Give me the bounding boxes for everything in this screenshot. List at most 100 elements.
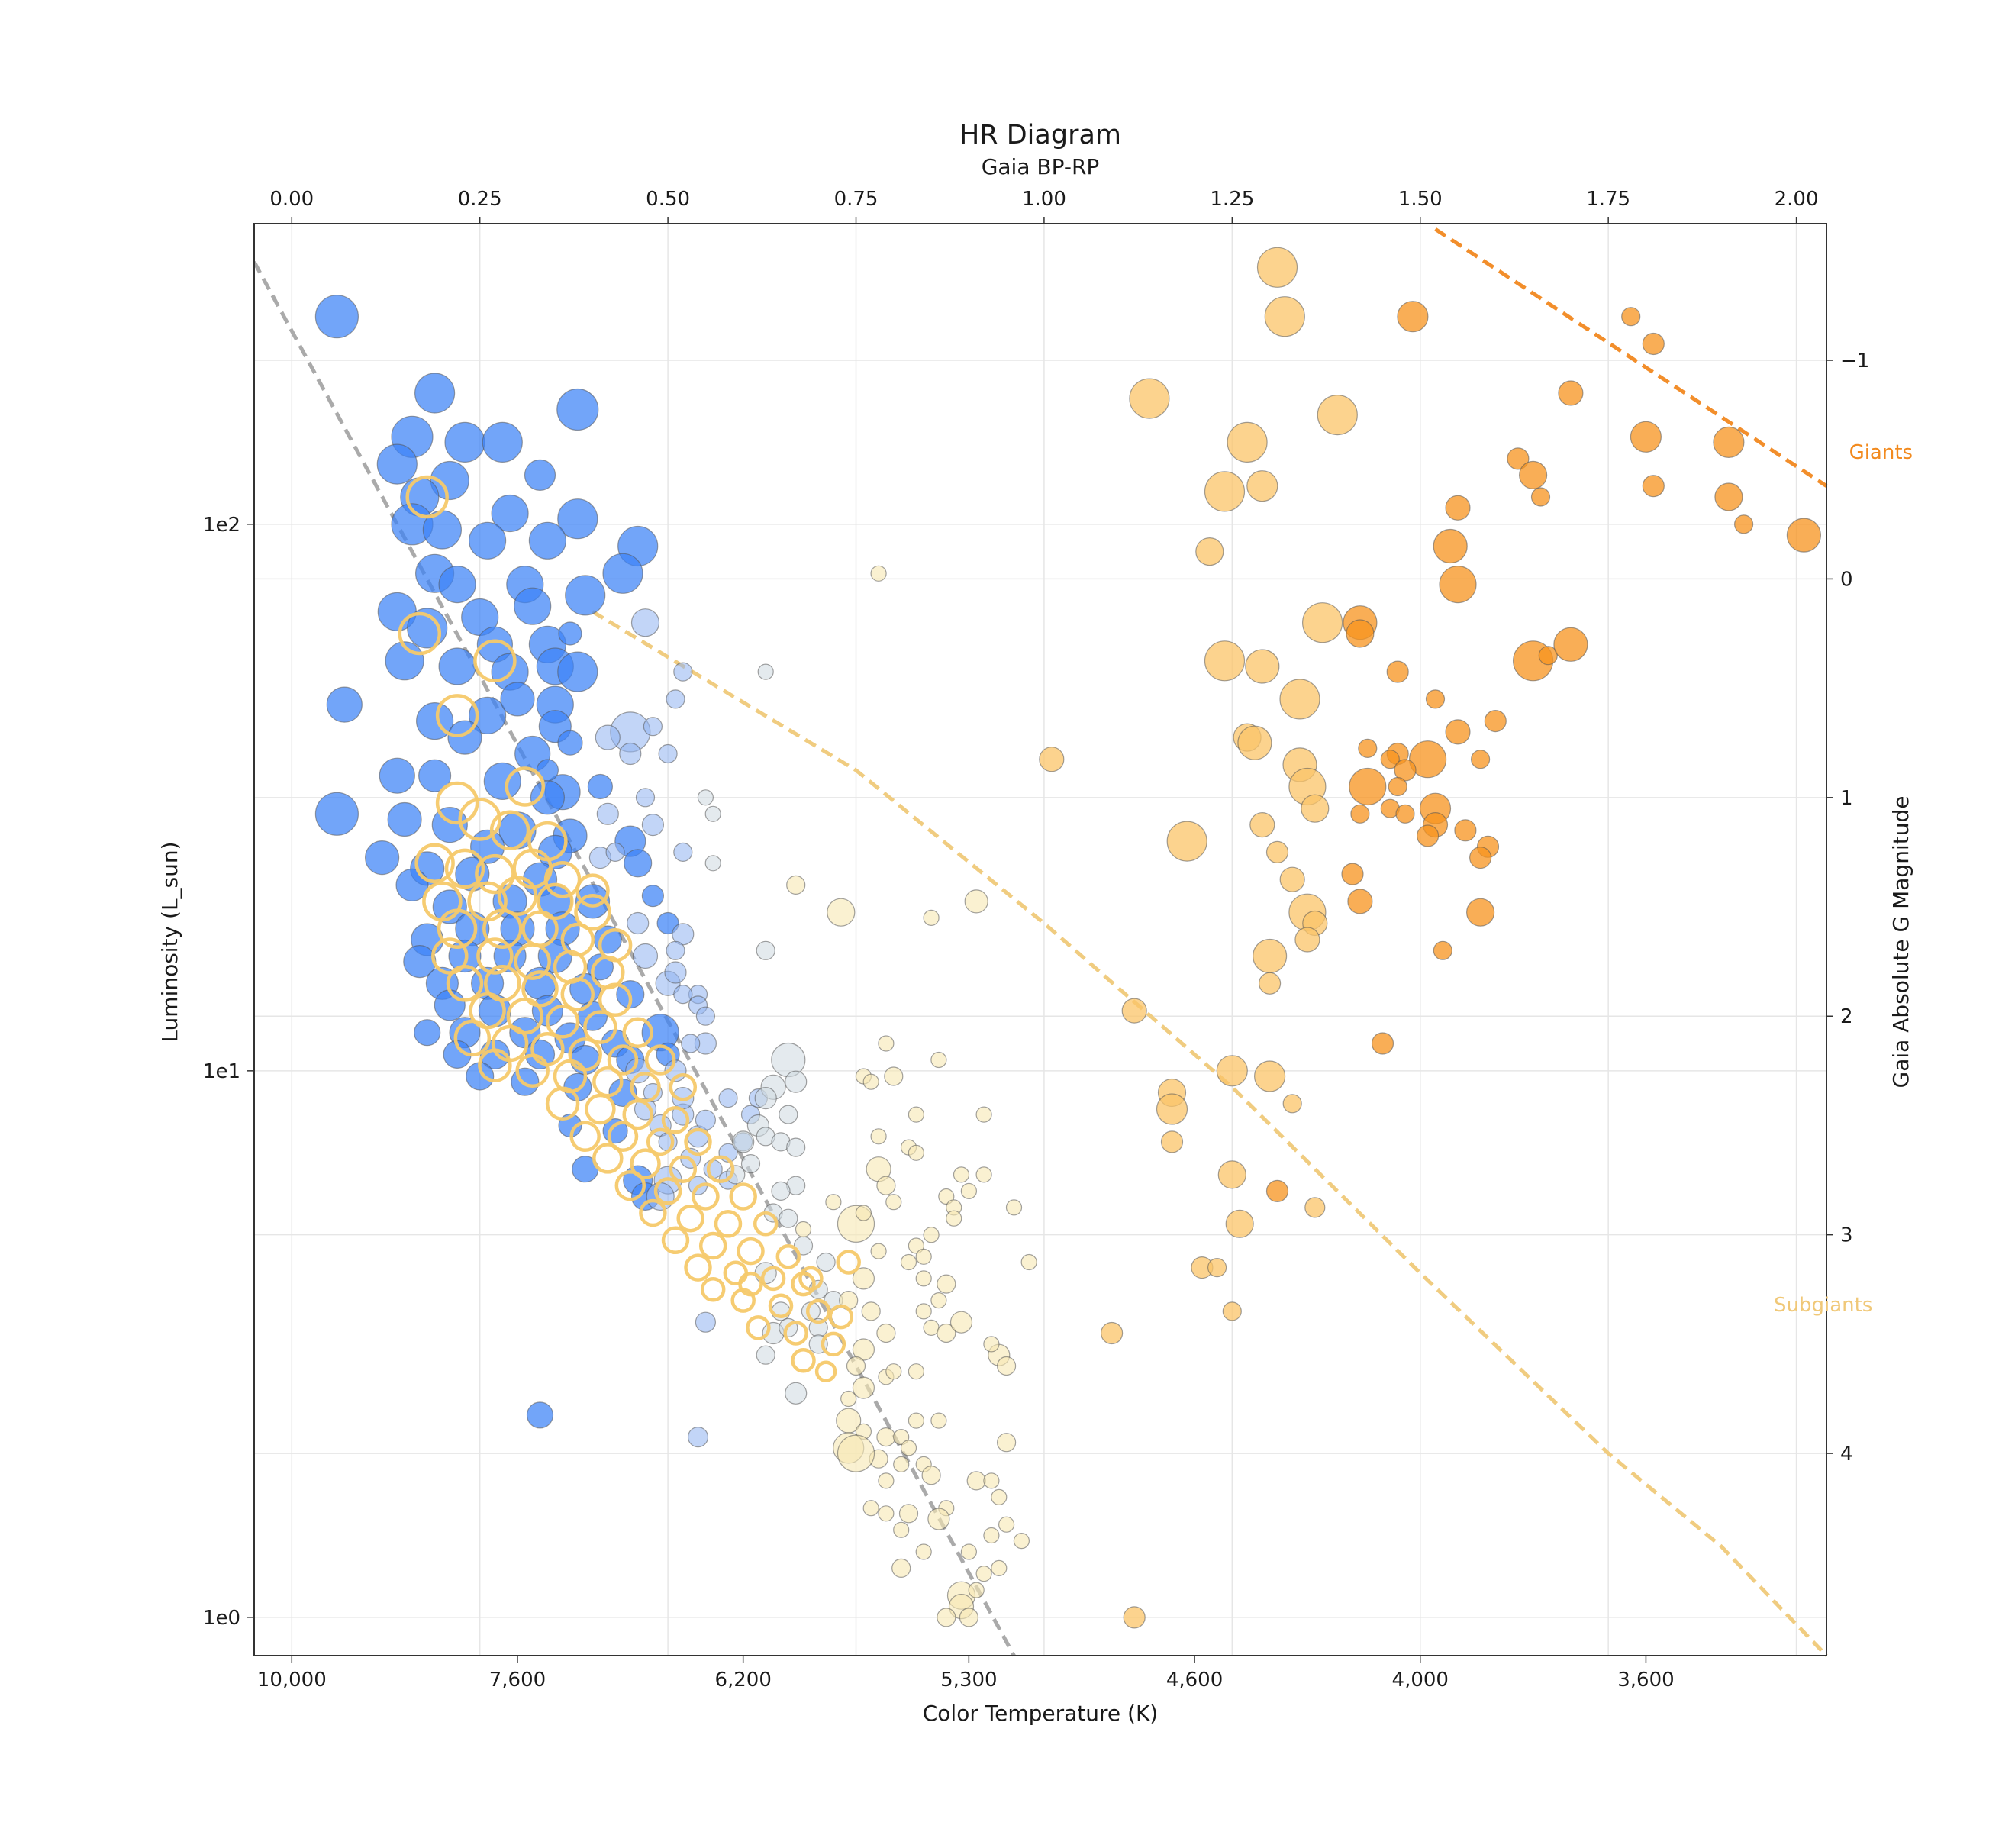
cool-yellow-star-point xyxy=(1256,247,1298,288)
hot-blue-star-point xyxy=(524,459,556,492)
cream-star-point xyxy=(983,1472,1000,1489)
cream-star-point xyxy=(837,1434,875,1472)
light-blue-star-point xyxy=(673,662,693,682)
rings-star-point xyxy=(560,977,595,1011)
bottom-tick-label: 3,600 xyxy=(1617,1669,1674,1692)
pale-grey-star-point xyxy=(732,1130,755,1153)
rings-star-point xyxy=(497,876,538,916)
hot-blue-star-point xyxy=(530,780,566,815)
rings-star-point xyxy=(791,1348,816,1373)
cream-star-point xyxy=(915,1270,932,1287)
cream-star-point xyxy=(908,1106,925,1123)
cream-star-point xyxy=(900,1253,917,1271)
rings-star-point xyxy=(700,1277,726,1302)
cream-star-point xyxy=(852,1267,875,1290)
cream-star-point xyxy=(795,1221,812,1238)
bottom-tick-label: 4,600 xyxy=(1166,1669,1223,1692)
cream-star-point xyxy=(878,1505,895,1522)
light-blue-star-point xyxy=(666,689,685,709)
hot-blue-star-point xyxy=(314,295,359,339)
right-tick-label: −1 xyxy=(1840,350,1869,373)
rings-star-point xyxy=(760,1266,786,1292)
cool-yellow-star-point xyxy=(1121,998,1147,1024)
light-blue-star-point xyxy=(646,1182,675,1211)
cream-star-point xyxy=(870,1128,887,1145)
cool-orange-star-point xyxy=(1642,475,1665,498)
cool-orange-star-point xyxy=(1445,719,1471,745)
hot-blue-star-point xyxy=(602,553,643,594)
rings-star-point xyxy=(729,1182,757,1211)
light-blue-star-point xyxy=(619,742,642,766)
light-blue-star-point xyxy=(673,984,693,1005)
cool-orange-star-point xyxy=(1350,804,1370,824)
pale-grey-star-point xyxy=(757,663,774,680)
cool-yellow-star-point xyxy=(1195,537,1224,566)
light-blue-star-point xyxy=(605,842,625,863)
cool-yellow-star-point xyxy=(1252,938,1288,974)
right-tick-label: 0 xyxy=(1840,568,1853,591)
top-tick-label: 1.75 xyxy=(1586,188,1630,211)
cream-star-point xyxy=(937,1323,956,1343)
right-axis-title: Gaia Absolute G Magnitude xyxy=(1888,796,1913,1088)
cool-orange-star-point xyxy=(1454,819,1477,842)
cream-star-point xyxy=(930,1292,947,1309)
rings-star-point xyxy=(805,1298,831,1324)
rings-star-point xyxy=(630,1072,661,1103)
rings-star-point xyxy=(574,893,611,931)
cool-orange-star-point xyxy=(1371,1032,1394,1055)
top-axis-title: Gaia BP-RP xyxy=(982,154,1100,179)
bottom-tick-label: 5,300 xyxy=(940,1669,997,1692)
rings-star-point xyxy=(753,1211,779,1237)
cream-star-point xyxy=(827,898,856,927)
light-blue-star-point xyxy=(632,943,659,969)
top-tick-label: 0.75 xyxy=(834,188,879,211)
rings-star-point xyxy=(798,1266,824,1292)
hot-blue-star-point xyxy=(444,421,485,463)
hot-blue-star-point xyxy=(365,840,400,876)
giant-track-line xyxy=(1434,227,1828,488)
cream-star-point xyxy=(991,1488,1008,1506)
hot-blue-star-point xyxy=(483,762,521,801)
rings-star-point xyxy=(435,694,479,737)
cream-star-point xyxy=(908,1144,925,1161)
cool-yellow-star-point xyxy=(1237,725,1272,760)
cool-yellow-star-point xyxy=(1301,794,1330,823)
cool-orange-star-point xyxy=(1445,495,1471,521)
pale-grey-star-point xyxy=(786,1137,806,1157)
rings-star-point xyxy=(398,611,442,656)
cool-orange-star-point xyxy=(1734,514,1754,534)
cream-star-point xyxy=(900,1440,917,1456)
rings-star-point xyxy=(482,908,523,949)
light-blue-star-point xyxy=(641,813,665,837)
light-blue-star-point xyxy=(630,608,660,637)
rings-star-point xyxy=(692,1182,720,1211)
rings-star-point xyxy=(836,1250,861,1275)
cream-star-point xyxy=(937,1608,956,1627)
rings-star-point xyxy=(435,781,479,825)
rings-star-point xyxy=(476,937,514,975)
rings-star-point xyxy=(630,1148,661,1179)
pale-grey-star-point xyxy=(756,940,775,960)
cream-star-point xyxy=(923,1319,940,1337)
cool-orange-star-point xyxy=(1265,1179,1289,1203)
rings-star-point xyxy=(489,810,530,851)
cream-star-point xyxy=(966,1471,986,1491)
hot-blue-star-point xyxy=(557,498,598,540)
cool-orange-star-point xyxy=(1621,307,1641,327)
hot-blue-star-point xyxy=(414,373,456,414)
cream-star-point xyxy=(908,1412,925,1429)
cool-yellow-star-point xyxy=(1204,471,1246,512)
cream-star-point xyxy=(996,1356,1017,1376)
light-blue-star-point xyxy=(673,842,693,863)
top-tick-label: 2.00 xyxy=(1775,188,1819,211)
annotation-giants: Giants xyxy=(1849,441,1913,464)
rings-star-point xyxy=(622,1017,653,1048)
pale-grey-star-point xyxy=(816,1252,836,1272)
left-tick-label: 1e1 xyxy=(203,1060,240,1083)
cool-orange-star-point xyxy=(1558,380,1584,406)
light-blue-star-point xyxy=(635,788,656,808)
hot-blue-star-point xyxy=(491,494,529,533)
cool-orange-star-point xyxy=(1380,750,1400,769)
cream-star-point xyxy=(915,1248,932,1265)
